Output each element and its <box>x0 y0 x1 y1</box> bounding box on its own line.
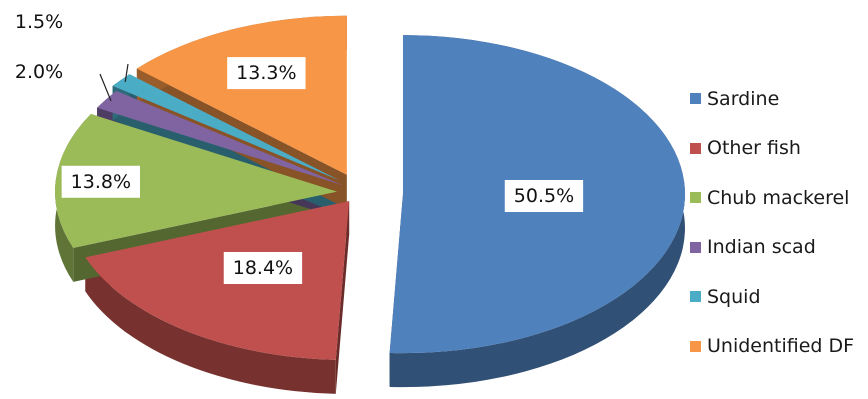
legend-swatch-sardine <box>690 93 701 105</box>
slice-unidentified-df <box>136 15 347 175</box>
data-label-text-chub-mackerel: 13.8% <box>71 171 131 193</box>
legend-label-sardine: Sardine <box>707 87 780 110</box>
data-label-squid: 1.5% <box>15 11 63 33</box>
data-label-box-sardine <box>504 180 584 213</box>
slice-side-other-fish <box>85 257 336 394</box>
leader-lines-layer <box>99 63 129 102</box>
slice-squid <box>112 74 340 181</box>
legend-label-other-fish: Other fish <box>707 137 801 160</box>
data-label-text-other-fish: 18.4% <box>233 257 293 279</box>
legend-swatch-other-fish <box>690 142 701 154</box>
slice-other-fish <box>85 201 350 360</box>
slice-tops-layer <box>55 15 685 360</box>
legend-item-indian-scad: Indian scad <box>690 223 854 273</box>
data-label-box-other-fish <box>223 251 303 284</box>
data-label-unidentified-df: 13.3% <box>227 57 306 90</box>
legend-item-squid: Squid <box>690 272 854 322</box>
legend-item-chub-mackerel: Chub mackerel <box>690 173 854 223</box>
legend-label-indian-scad: Indian scad <box>707 236 816 259</box>
data-label-box-chub-mackerel <box>61 165 141 198</box>
slice-wall-other-fish-0 <box>335 201 350 394</box>
data-label-text-unidentified-df: 13.3% <box>236 62 296 84</box>
slice-chub-mackerel <box>55 114 338 248</box>
legend-swatch-squid <box>690 291 701 303</box>
data-label-sardine: 50.5% <box>504 180 584 213</box>
leader-line-squid <box>124 63 129 83</box>
data-label-indian-scad: 2.0% <box>15 61 63 83</box>
data-label-box-unidentified-df <box>227 57 306 90</box>
leader-line-indian-scad <box>99 73 112 102</box>
data-label-other-fish: 18.4% <box>223 251 303 284</box>
legend-swatch-unidentified-df <box>690 340 701 352</box>
slice-indian-scad <box>97 90 344 186</box>
legend-label-unidentified-df: Unidentified DF <box>707 335 855 358</box>
legend-label-squid: Squid <box>707 285 761 308</box>
data-label-text-sardine: 50.5% <box>514 185 574 207</box>
legend-swatch-chub-mackerel <box>690 192 701 204</box>
data-label-chub-mackerel: 13.8% <box>61 165 141 198</box>
legend: Sardine Other fish Chub mackerel Indian … <box>690 74 854 371</box>
legend-item-sardine: Sardine <box>690 74 854 124</box>
data-labels-layer: 50.5% 18.4% 13.8% 2.0% 1.5% 13.3% <box>15 11 584 284</box>
legend-item-other-fish: Other fish <box>690 124 854 174</box>
legend-swatch-indian-scad <box>690 241 701 253</box>
legend-item-unidentified-df: Unidentified DF <box>690 322 854 372</box>
legend-label-chub-mackerel: Chub mackerel <box>707 186 850 209</box>
